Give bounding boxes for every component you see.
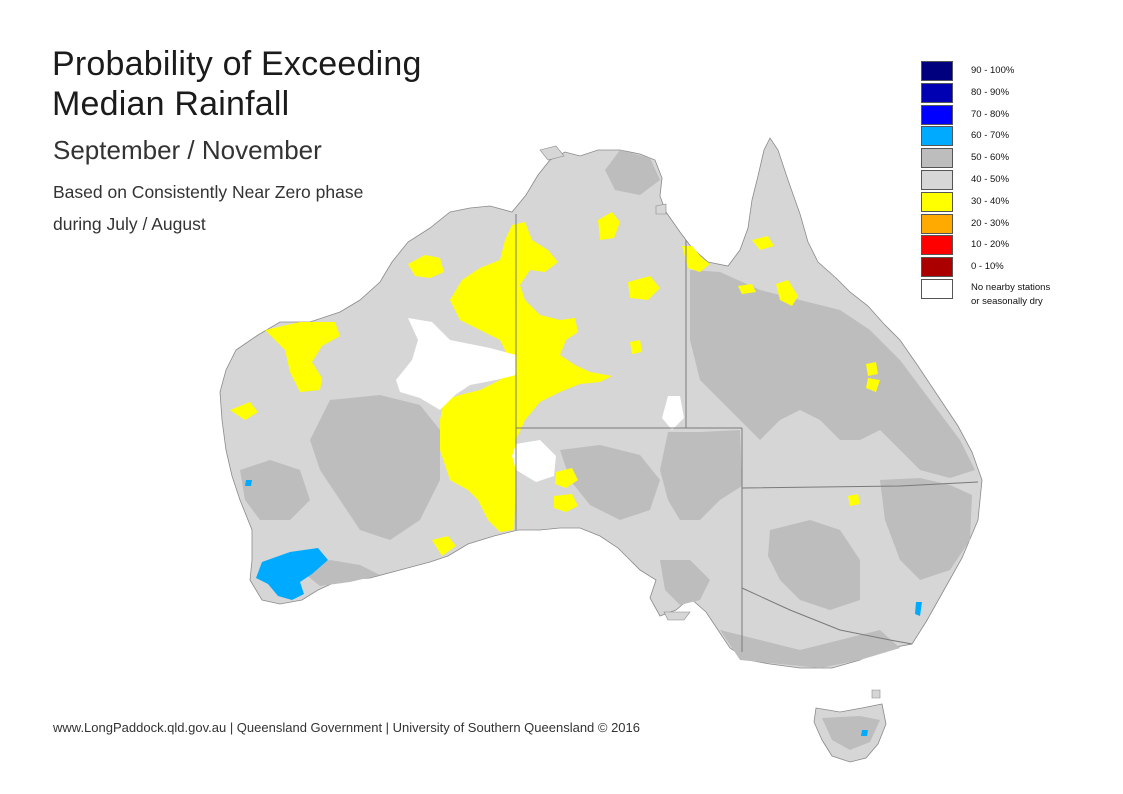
- legend-item: 40 - 50%: [921, 169, 1101, 192]
- legend-item: 20 - 30%: [921, 213, 1101, 236]
- legend-label: 20 - 30%: [971, 217, 1010, 229]
- band-50-60: [240, 150, 975, 750]
- legend-label: 0 - 10%: [971, 261, 1004, 273]
- legend-item: 60 - 70%: [921, 126, 1101, 148]
- legend-label: 10 - 20%: [971, 239, 1010, 251]
- legend-swatch: [921, 213, 953, 234]
- legend-swatch: [921, 235, 953, 256]
- legend-item: 10 - 20%: [921, 235, 1101, 257]
- legend-label: 80 - 90%: [971, 86, 1010, 98]
- legend-item-no-data: No nearby stations or seasonally dry: [921, 278, 1101, 307]
- legend-label-line-1: No nearby stations: [971, 281, 1051, 293]
- legend-label-line-2: or seasonally dry: [971, 295, 1043, 307]
- legend-label: 50 - 60%: [971, 152, 1010, 164]
- legend-swatch: [921, 148, 953, 169]
- band-60-70: [245, 480, 922, 736]
- legend-label: 40 - 50%: [971, 173, 1010, 185]
- legend-swatch: [921, 169, 953, 190]
- legend-label: 70 - 80%: [971, 108, 1010, 120]
- phase-note: Based on Consistently Near Zero phase du…: [53, 176, 363, 240]
- legend-label: 60 - 70%: [971, 130, 1010, 142]
- legend-swatch: [921, 61, 953, 81]
- legend-swatch: [921, 257, 953, 278]
- band-30-40: [230, 212, 880, 556]
- legend-item: 50 - 60%: [921, 148, 1101, 170]
- title-line-2: Median Rainfall: [52, 85, 290, 123]
- legend-swatch: [921, 82, 953, 103]
- legend-swatch: [921, 278, 953, 299]
- legend-item: 30 - 40%: [921, 191, 1101, 214]
- legend: 90 - 100% 80 - 90% 70 - 80% 60 - 70% 50 …: [921, 61, 1101, 307]
- season-subtitle: September / November: [53, 135, 322, 165]
- phase-note-line-1: Based on Consistently Near Zero phase: [53, 182, 364, 202]
- legend-item: 0 - 10%: [921, 257, 1101, 279]
- legend-label: 90 - 100%: [971, 65, 1015, 76]
- legend-label: No nearby stations or seasonally dry: [971, 281, 1050, 309]
- islands: [539, 145, 881, 699]
- band-no-data: [396, 318, 684, 482]
- state-borders: [515, 214, 979, 652]
- legend-item: 90 - 100%: [921, 61, 1101, 83]
- footer-credits: www.LongPaddock.qld.gov.au | Queensland …: [53, 720, 640, 735]
- phase-note-line-2: during July / August: [53, 214, 206, 234]
- legend-swatch: [921, 191, 953, 212]
- map-title: Probability of Exceeding Median Rainfall: [52, 44, 422, 124]
- legend-item: 80 - 90%: [921, 82, 1101, 105]
- legend-label: 30 - 40%: [971, 195, 1010, 207]
- legend-item: 70 - 80%: [921, 104, 1101, 127]
- legend-swatch: [921, 104, 953, 125]
- legend-swatch: [921, 126, 953, 147]
- title-line-1: Probability of Exceeding: [52, 45, 422, 83]
